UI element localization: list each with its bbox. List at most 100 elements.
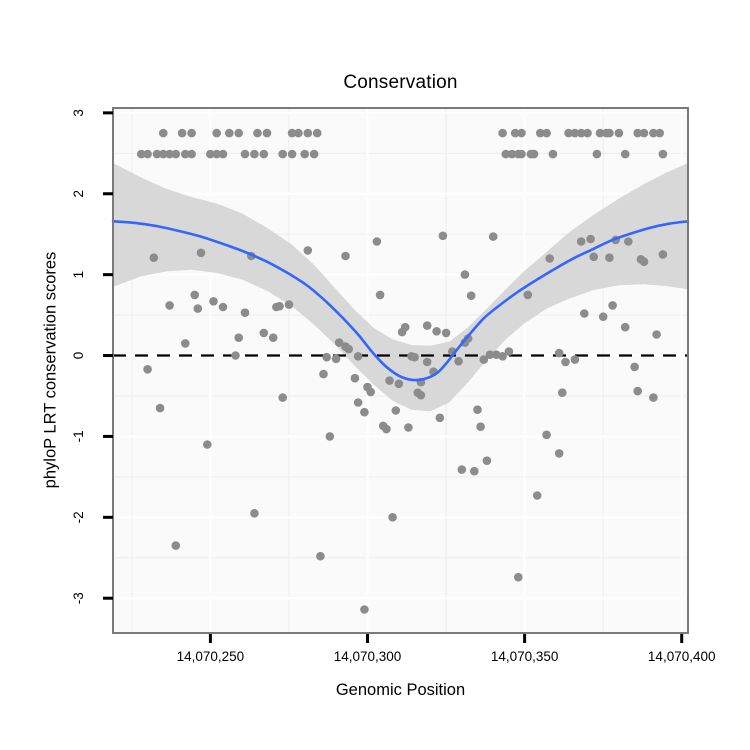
data-point <box>558 388 567 398</box>
data-point <box>410 352 419 362</box>
data-point <box>624 237 633 246</box>
data-point <box>303 128 313 138</box>
data-point <box>394 379 404 389</box>
y-tick <box>103 596 113 600</box>
data-point <box>187 149 196 159</box>
data-point <box>372 237 382 246</box>
data-point <box>325 432 335 441</box>
data-point <box>435 413 445 423</box>
data-point <box>190 290 199 300</box>
data-point <box>341 251 350 261</box>
data-point <box>137 149 146 159</box>
data-point <box>498 352 507 361</box>
y-tick <box>103 434 113 438</box>
y-tick-label: 3 <box>71 109 86 117</box>
data-point <box>438 231 448 241</box>
data-point <box>375 290 385 300</box>
data-point <box>225 128 234 138</box>
data-point <box>391 406 401 415</box>
data-point <box>203 440 212 449</box>
data-point <box>287 149 297 159</box>
x-tick-label: 14,070,300 <box>334 649 402 664</box>
page-title: Conservation <box>343 72 458 93</box>
y-tick-label: 1 <box>71 271 86 279</box>
data-point <box>212 149 221 159</box>
data-point <box>504 347 514 356</box>
data-point <box>300 149 310 159</box>
data-point <box>366 387 376 397</box>
data-point <box>353 398 363 407</box>
data-point <box>605 253 614 262</box>
y-tick <box>103 515 113 519</box>
data-point <box>614 128 624 138</box>
points-layer <box>137 128 668 614</box>
data-point <box>143 365 152 374</box>
data-point <box>143 149 152 159</box>
data-point <box>485 350 495 360</box>
data-point <box>523 290 533 300</box>
data-point <box>350 373 360 383</box>
data-point <box>268 333 278 343</box>
data-point <box>284 300 294 309</box>
y-axis-title: phyloP LRT conservation scores <box>41 251 60 489</box>
data-point <box>250 149 259 159</box>
data-point <box>294 128 303 138</box>
data-point <box>432 327 441 336</box>
data-point <box>536 128 545 138</box>
data-point <box>561 357 570 367</box>
data-point <box>652 330 661 339</box>
x-tick-label: 14,070,400 <box>648 649 716 664</box>
data-point <box>589 252 598 262</box>
data-point <box>608 301 617 310</box>
x-tick-label: 14,070,350 <box>491 649 559 664</box>
data-point <box>510 128 520 138</box>
data-point <box>517 128 526 138</box>
data-point <box>400 322 410 332</box>
data-point <box>234 128 243 138</box>
data-point <box>633 386 642 396</box>
data-point <box>532 491 542 500</box>
data-point <box>598 312 608 322</box>
x-tick-label: 14,070,250 <box>177 649 245 664</box>
data-point <box>278 393 288 402</box>
data-point <box>171 541 181 550</box>
data-point <box>171 149 181 159</box>
data-point <box>476 422 485 432</box>
x-tick <box>366 634 370 643</box>
data-point <box>595 128 605 138</box>
data-point <box>159 128 168 138</box>
data-point <box>620 149 630 159</box>
data-point <box>253 128 262 138</box>
x-axis: 14,070,250 14,070,300 14,070,350 14,070,400 <box>177 634 716 664</box>
data-point <box>441 328 451 338</box>
data-point <box>382 424 391 434</box>
data-point <box>206 149 215 159</box>
data-point <box>649 128 658 138</box>
data-point <box>658 250 668 259</box>
data-point <box>231 351 240 360</box>
data-point <box>545 254 554 263</box>
y-tick <box>103 111 113 115</box>
data-point <box>316 551 325 561</box>
data-point <box>259 328 269 338</box>
data-point <box>388 513 397 522</box>
data-point <box>658 149 668 159</box>
data-point <box>181 339 190 348</box>
data-point <box>149 253 159 262</box>
data-point <box>155 403 165 413</box>
data-point <box>639 257 649 267</box>
data-point <box>240 149 250 159</box>
data-point <box>529 149 539 159</box>
data-point <box>209 297 218 306</box>
data-point <box>196 248 206 258</box>
confidence-ribbon <box>113 163 688 412</box>
data-point <box>482 456 492 466</box>
y-tick-label: -2 <box>71 511 86 523</box>
data-point <box>165 301 174 310</box>
data-point <box>514 572 523 582</box>
y-tick-label: -1 <box>71 430 86 442</box>
data-point <box>639 128 649 138</box>
data-point <box>576 128 586 138</box>
